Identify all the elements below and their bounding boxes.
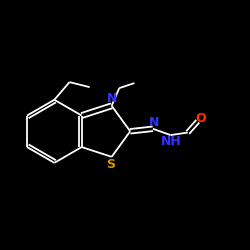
Text: O: O xyxy=(196,112,206,125)
Text: N: N xyxy=(106,92,117,105)
Text: NH: NH xyxy=(161,135,182,148)
Text: N: N xyxy=(148,116,159,129)
Text: S: S xyxy=(106,158,115,171)
